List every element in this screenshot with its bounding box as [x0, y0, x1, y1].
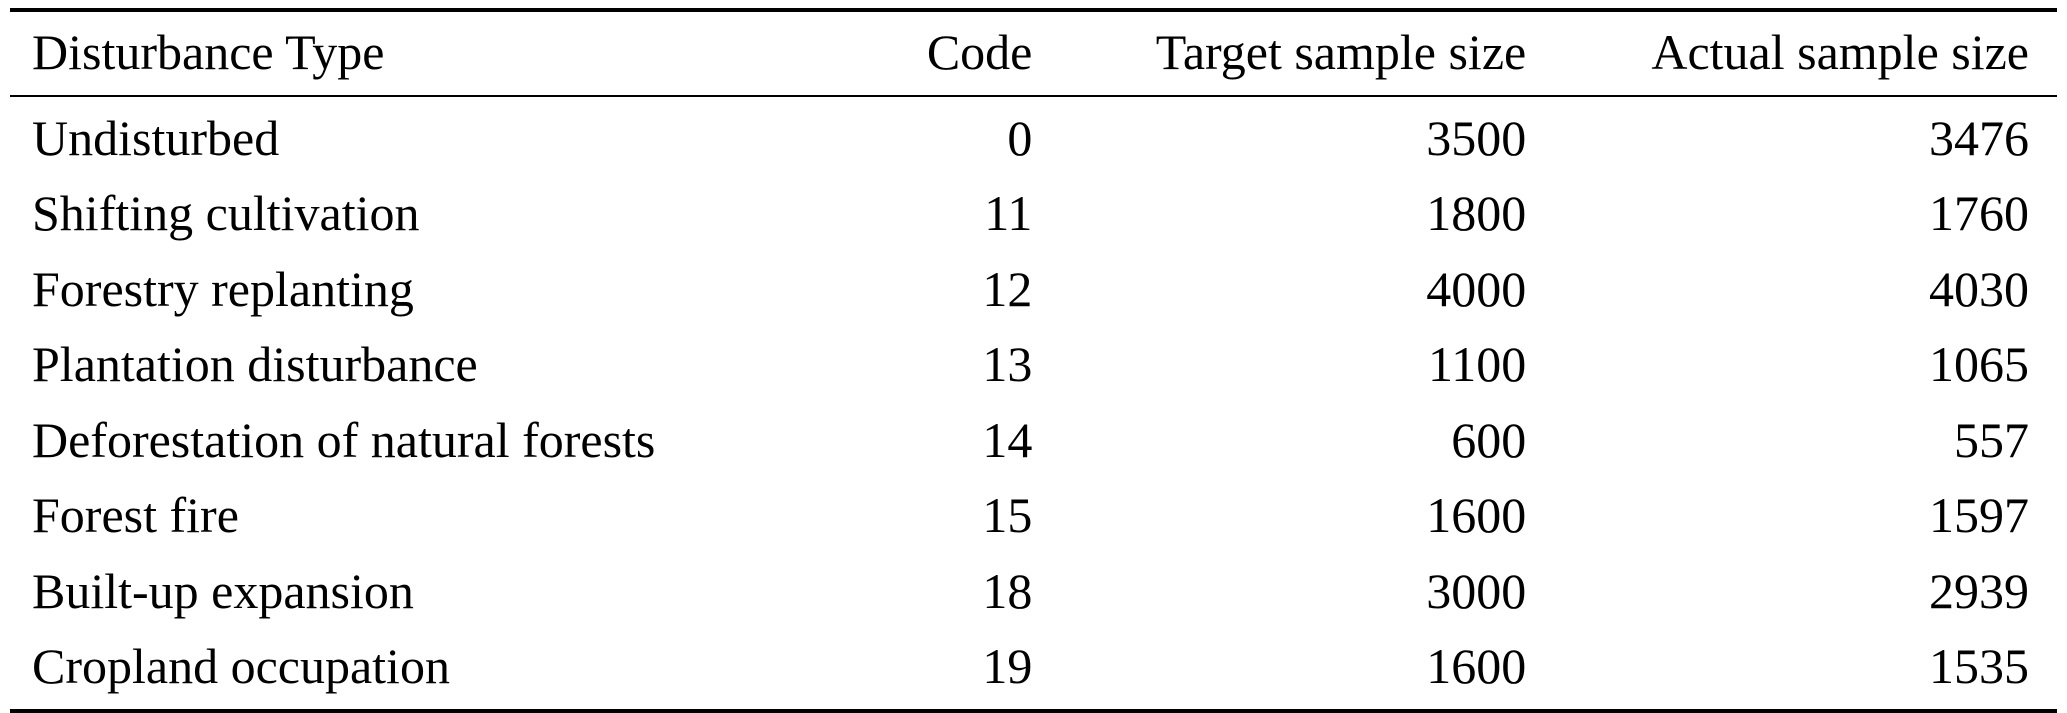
cell-code: 11 — [984, 185, 1033, 241]
cell-disturbance-type: Plantation disturbance — [32, 336, 478, 392]
cell-target-size: 1600 — [1426, 638, 1527, 694]
table-header: Disturbance Type Code Target sample size… — [10, 10, 2057, 97]
sample-size-table: Disturbance Type Code Target sample size… — [10, 8, 2057, 713]
header-disturbance-type: Disturbance Type — [10, 10, 927, 97]
cell-actual-size: 1760 — [1929, 185, 2029, 241]
cell-target-size: 3000 — [1426, 562, 1527, 619]
table-row: Shifting cultivation 11 1800 1760 — [10, 176, 2057, 252]
header-row: Disturbance Type Code Target sample size… — [10, 10, 2057, 97]
cell-actual-size: 3476 — [1929, 109, 2029, 166]
cell-disturbance-type: Built-up expansion — [32, 562, 414, 619]
header-target-sample-size: Target sample size — [1057, 10, 1549, 97]
cell-code: 0 — [1007, 109, 1033, 166]
cell-disturbance-type: Undisturbed — [32, 109, 280, 166]
cell-target-size: 4000 — [1426, 260, 1527, 317]
cell-code: 18 — [982, 562, 1033, 619]
cell-disturbance-type: Shifting cultivation — [32, 185, 420, 241]
table-row: Forestry replanting 12 4000 4030 — [10, 252, 2057, 328]
table-body: Undisturbed 0 3500 3476 Shifting cultiva… — [10, 96, 2057, 711]
cell-code: 13 — [982, 336, 1033, 392]
cell-disturbance-type: Forest fire — [32, 487, 239, 543]
table-row: Cropland occupation 19 1600 1535 — [10, 629, 2057, 711]
header-code: Code — [926, 10, 1058, 97]
cell-code: 15 — [982, 487, 1033, 543]
cell-target-size: 1100 — [1428, 336, 1527, 392]
header-actual-sample-size: Actual sample size — [1548, 10, 2057, 97]
cell-disturbance-type: Forestry replanting — [32, 260, 414, 317]
cell-actual-size: 4030 — [1929, 260, 2029, 317]
cell-disturbance-type: Cropland occupation — [32, 638, 450, 694]
cell-target-size: 3500 — [1426, 109, 1527, 166]
table-row: Plantation disturbance 13 1100 1065 — [10, 327, 2057, 403]
table-row: Deforestation of natural forests 14 600 … — [10, 403, 2057, 479]
cell-code: 19 — [982, 638, 1033, 694]
cell-target-size: 1800 — [1426, 185, 1527, 241]
table-row: Forest fire 15 1600 1597 — [10, 478, 2057, 554]
cell-code: 14 — [982, 411, 1033, 468]
cell-actual-size: 1065 — [1929, 336, 2029, 392]
cell-disturbance-type: Deforestation of natural forests — [32, 411, 656, 468]
cell-actual-size: 1597 — [1929, 487, 2029, 543]
table-row: Built-up expansion 18 3000 2939 — [10, 554, 2057, 630]
cell-target-size: 600 — [1451, 411, 1527, 468]
table-row: Undisturbed 0 3500 3476 — [10, 96, 2057, 177]
cell-actual-size: 2939 — [1929, 562, 2029, 619]
cell-code: 12 — [982, 260, 1033, 317]
cell-actual-size: 1535 — [1929, 638, 2029, 694]
cell-target-size: 1600 — [1426, 487, 1527, 543]
cell-actual-size: 557 — [1954, 411, 2029, 468]
